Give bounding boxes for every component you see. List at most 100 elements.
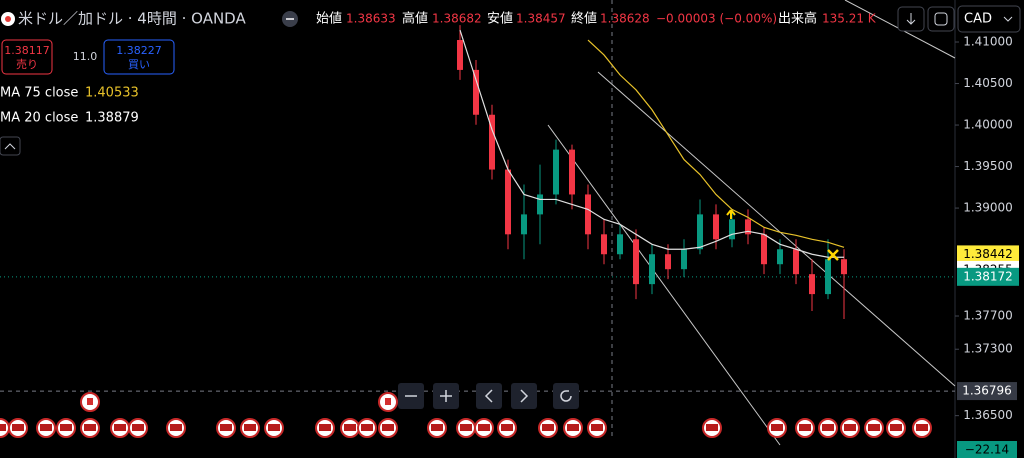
flag-icon <box>344 424 356 431</box>
candle-body <box>729 219 735 240</box>
flag-icon <box>87 398 93 405</box>
trend-line <box>547 124 781 446</box>
sell-button[interactable] <box>1 39 53 75</box>
ohlc-value: 1.38628 <box>600 12 650 26</box>
candle-body <box>649 254 655 285</box>
price-tag: 1.38442 <box>963 247 1013 261</box>
currency: CAD <box>964 12 992 27</box>
buy-button[interactable] <box>103 39 175 75</box>
y-tick-label: 1.40000 <box>963 118 1013 132</box>
ohlc-value: 1.38457 <box>516 12 566 26</box>
flag-icon <box>132 424 144 431</box>
trend-line <box>597 71 956 387</box>
volume-label: 出来高 <box>778 11 817 27</box>
candle-body <box>569 149 575 195</box>
candle-body <box>553 149 559 195</box>
flag-icon <box>12 424 24 431</box>
trade-buttons <box>1 39 175 75</box>
zoom-controls <box>398 383 579 409</box>
y-tick-label: 1.41000 <box>963 35 1013 49</box>
y-tick-label: 1.37700 <box>963 309 1013 323</box>
candle-body <box>761 234 767 265</box>
fullscreen-button[interactable] <box>927 6 955 32</box>
y-tick-label: 1.37300 <box>963 342 1013 356</box>
flag-icon <box>60 424 72 431</box>
flag-icon <box>114 424 126 431</box>
candle-body <box>777 249 783 265</box>
buy-price: 1.38227 <box>116 44 162 57</box>
flag-icon <box>771 424 783 431</box>
oscillator-tag: −22.14 <box>965 443 1009 457</box>
icon <box>934 12 948 26</box>
candle-body <box>793 249 799 275</box>
legend-toggle[interactable] <box>0 136 21 156</box>
header <box>1 5 1021 33</box>
icon <box>1003 16 1013 22</box>
candle-body <box>745 219 751 235</box>
icon <box>906 13 916 25</box>
reset-button[interactable] <box>553 383 579 409</box>
candle-body <box>617 234 623 255</box>
scroll-left-button[interactable] <box>476 383 502 409</box>
plot <box>0 0 955 440</box>
flag-icon <box>478 424 490 431</box>
flag-icon <box>868 424 880 431</box>
flag-icon <box>822 424 834 431</box>
legend-value: 1.38879 <box>85 111 139 126</box>
candle-body <box>809 274 815 295</box>
flag-icon <box>385 398 391 405</box>
legend-value: 1.40533 <box>85 86 139 101</box>
candle-body <box>665 254 671 270</box>
scroll-right-button[interactable] <box>511 383 537 409</box>
candle-body <box>697 214 703 250</box>
oscillator-tag-box <box>957 441 1017 458</box>
price-tag: 1.38172 <box>963 269 1013 283</box>
flag-icon <box>501 424 513 431</box>
y-tick-label: 1.39000 <box>963 201 1013 215</box>
candle-body <box>521 214 527 235</box>
icon <box>4 143 16 150</box>
candle-body <box>457 40 463 70</box>
y-tick-label: 1.39500 <box>963 159 1013 173</box>
flag-icon <box>0 424 6 431</box>
icon <box>484 389 493 403</box>
change: −0.00003 (−0.00%) <box>656 12 777 26</box>
flag-icon <box>890 424 902 431</box>
icon <box>520 389 529 403</box>
logo <box>5 16 11 22</box>
y-tick-label: 1.36500 <box>963 408 1013 422</box>
candle-body <box>505 169 511 235</box>
ohlc-label: 始値 <box>316 11 342 27</box>
ohlc-label: 高値 <box>402 11 428 27</box>
flag-icon <box>460 424 472 431</box>
ohlc-label: 終値 <box>571 11 597 27</box>
flag-icon <box>591 424 603 431</box>
candle-body <box>601 234 607 255</box>
flag-icon <box>706 424 718 431</box>
sell-label: 売り <box>16 58 38 71</box>
legend-name: MA 75 close <box>0 86 78 101</box>
candle-body <box>713 214 719 240</box>
candle-body <box>825 259 831 295</box>
currency-dropdown[interactable] <box>957 5 1021 33</box>
flag-icon <box>244 424 256 431</box>
icon <box>440 390 452 402</box>
price-tag-box <box>957 245 1019 264</box>
candle-body <box>537 194 543 215</box>
flag-icon <box>799 424 811 431</box>
ma-line <box>459 29 844 258</box>
buy-label: 買い <box>128 58 150 71</box>
icon <box>560 390 572 402</box>
flag-icon <box>220 424 232 431</box>
crosshair-tag: 1.36796 <box>962 384 1012 398</box>
y-tick-label: 1.40500 <box>963 76 1013 90</box>
flag-icon <box>361 424 373 431</box>
symbol-title: 米ドル／加ドル · 4時間 · OANDA <box>18 10 246 28</box>
flag-icon <box>170 424 182 431</box>
candle-body <box>681 249 687 270</box>
crosshair-tag-box <box>957 382 1017 401</box>
flag-icon <box>40 424 52 431</box>
flag-icon <box>542 424 554 431</box>
ma-line <box>587 39 845 248</box>
